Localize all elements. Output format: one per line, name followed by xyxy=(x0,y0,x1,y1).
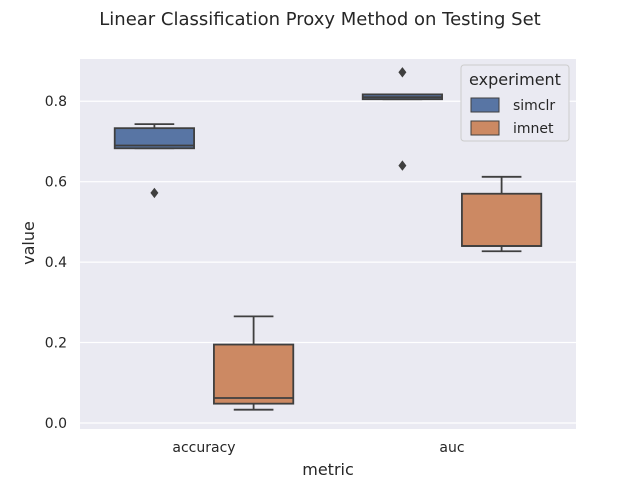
y-tick-label: 0.2 xyxy=(45,336,67,352)
box-simclr-accuracy xyxy=(113,123,195,199)
boxes xyxy=(113,67,543,411)
outlier-point xyxy=(150,187,159,199)
chart-title: Linear Classification Proxy Method on Te… xyxy=(99,9,540,30)
legend-swatch xyxy=(470,97,500,113)
y-tick-labels: 0.0 0.2 0.4 0.6 0.8 xyxy=(45,94,67,432)
y-tick-label: 0.6 xyxy=(45,175,67,191)
box-body xyxy=(213,343,295,405)
gridlines xyxy=(80,100,576,424)
x-tick-label: accuracy xyxy=(172,440,235,456)
x-axis-label: metric xyxy=(302,460,354,479)
legend: experiment simclr imnet xyxy=(460,64,570,142)
y-tick-label: 0.0 xyxy=(45,416,67,432)
box-body xyxy=(461,192,543,247)
outlier-point xyxy=(398,67,407,78)
legend-label: simclr xyxy=(513,98,555,114)
box-simclr-auc xyxy=(361,67,443,171)
legend-label: imnet xyxy=(513,121,554,137)
x-tick-labels: accuracy auc xyxy=(172,440,464,456)
y-tick-label: 0.8 xyxy=(45,94,67,110)
y-tick-label: 0.4 xyxy=(45,255,67,271)
box-body xyxy=(113,127,195,150)
legend-swatch xyxy=(470,120,500,136)
y-axis-label: value xyxy=(19,221,38,265)
x-tick-label: auc xyxy=(439,440,464,456)
legend-title: experiment xyxy=(469,70,561,89)
box-imnet-accuracy xyxy=(213,315,295,411)
outlier-point xyxy=(398,160,407,171)
box-imnet-auc xyxy=(461,175,543,253)
